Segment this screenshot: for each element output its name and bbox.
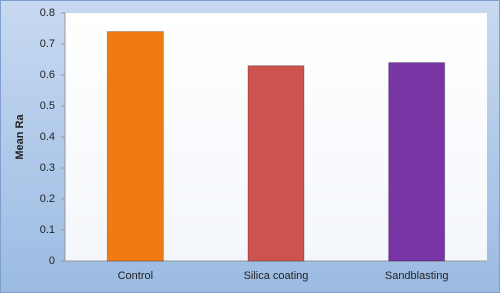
y-tick-label: 0 — [49, 255, 55, 267]
x-tick-label: Control — [118, 270, 153, 282]
y-tick-label: 0.5 — [40, 100, 55, 112]
y-tick-label: 0.3 — [40, 162, 55, 174]
bar — [106, 31, 164, 262]
x-tick-label: Silica coating — [244, 270, 309, 282]
bar — [247, 65, 305, 262]
y-tick-label: 0.1 — [40, 224, 55, 236]
y-axis-label: Mean Ra — [14, 114, 26, 160]
bar — [388, 62, 446, 262]
y-tick-label: 0.4 — [40, 131, 55, 143]
y-tick-label: 0.2 — [40, 193, 55, 205]
y-tick-label: 0.6 — [40, 69, 55, 81]
x-tick-label: Sandblasting — [385, 270, 449, 282]
y-tick-label: 0.8 — [40, 7, 55, 19]
y-tick-label: 0.7 — [40, 38, 55, 50]
